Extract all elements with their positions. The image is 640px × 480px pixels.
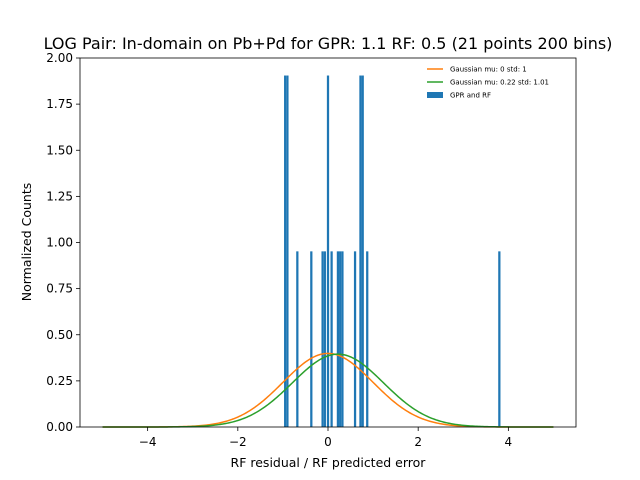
legend-bar-swatch <box>427 92 443 98</box>
y-tick-label: 0.25 <box>46 374 73 388</box>
histogram-bar <box>326 75 330 427</box>
legend-entry: Gaussian mu: 0 std: 1 <box>450 66 527 74</box>
y-tick-label: 0.00 <box>46 420 73 434</box>
x-axis-label: RF residual / RF predicted error <box>231 455 427 470</box>
histogram-bar <box>366 251 369 427</box>
histogram-bar <box>296 251 299 427</box>
histogram-bar <box>339 251 342 427</box>
histogram-bar <box>284 75 287 427</box>
histogram-bar <box>353 251 357 427</box>
legend-entry: GPR and RF <box>450 92 491 100</box>
legend-entry: Gaussian mu: 0.22 std: 1.01 <box>450 79 549 87</box>
histogram-bar <box>330 251 333 427</box>
x-tick-label: −2 <box>229 435 247 449</box>
histogram-bar <box>286 75 289 427</box>
histogram-bar <box>498 251 501 427</box>
histogram-bar <box>361 75 364 427</box>
histogram-bar <box>359 75 362 427</box>
x-axis: −4 −2 0 2 4 <box>139 427 512 449</box>
y-tick-label: 2.00 <box>46 51 73 65</box>
y-tick-label: 1.75 <box>46 97 73 111</box>
y-axis-label: Normalized Counts <box>19 183 34 302</box>
x-tick-label: −4 <box>139 435 157 449</box>
histogram-bar <box>321 251 324 427</box>
histogram-bar <box>336 251 340 427</box>
legend: Gaussian mu: 0 std: 1 Gaussian mu: 0.22 s… <box>427 66 549 100</box>
plot-area <box>79 57 577 428</box>
y-tick-label: 0.50 <box>46 328 73 342</box>
y-tick-label: 1.25 <box>46 189 73 203</box>
chart-title: LOG Pair: In-domain on Pb+Pd for GPR: 1.… <box>44 34 613 53</box>
y-tick-label: 1.00 <box>46 236 73 250</box>
y-tick-label: 0.75 <box>46 282 73 296</box>
x-tick-label: 4 <box>505 435 513 449</box>
y-axis: 0.00 0.25 0.50 0.75 1.00 1.25 1.50 1.75 2.00 <box>46 51 80 434</box>
histogram-bar <box>310 251 313 427</box>
histogram-bar <box>341 251 344 427</box>
x-tick-label: 2 <box>414 435 422 449</box>
histogram-bar <box>323 251 326 427</box>
y-tick-label: 1.50 <box>46 143 73 157</box>
x-tick-label: 0 <box>324 435 332 449</box>
